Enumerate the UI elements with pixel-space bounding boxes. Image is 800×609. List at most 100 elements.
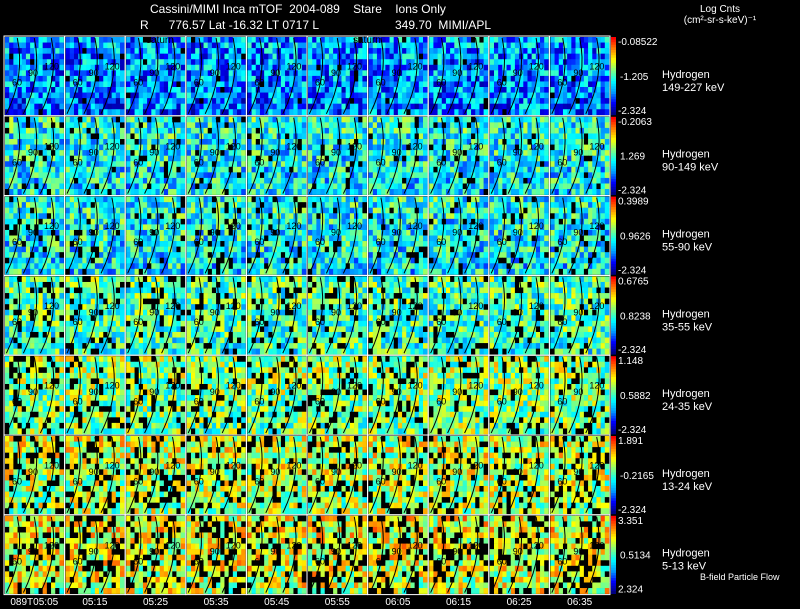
heatmap-cell <box>280 202 286 209</box>
heatmap-cell <box>349 161 355 168</box>
heatmap-cell <box>9 196 14 203</box>
heatmap-cell <box>99 155 104 162</box>
heatmap-cell <box>247 122 252 129</box>
heatmap-cell <box>308 103 313 110</box>
heatmap-cell <box>301 150 307 156</box>
pitch-angle-contour <box>248 117 263 194</box>
heatmap-cell <box>220 139 225 145</box>
heatmap-cell <box>21 235 27 242</box>
heatmap-cell <box>372 53 378 60</box>
heatmap-cell <box>268 92 273 99</box>
heatmap-cell <box>489 48 495 54</box>
heatmap-cell <box>324 87 330 93</box>
heatmap-cell <box>107 257 112 264</box>
heatmap-cell <box>203 144 209 151</box>
heatmap-cell <box>483 81 489 88</box>
heatmap-cell <box>362 70 367 77</box>
heatmap-cell <box>588 75 593 82</box>
heatmap-cell <box>251 207 257 214</box>
heatmap-cell <box>293 155 298 162</box>
heatmap-cell <box>575 70 580 77</box>
colorbar-segment <box>611 158 616 162</box>
heatmap-cell <box>237 133 242 140</box>
heatmap-cell <box>358 37 363 43</box>
heatmap-cell <box>341 59 346 66</box>
heatmap-cell <box>120 70 125 77</box>
heatmap-cell <box>163 202 169 209</box>
heatmap-cell <box>406 139 411 145</box>
heatmap-cell <box>228 246 234 253</box>
heatmap-cell <box>30 268 35 275</box>
heatmap-cell <box>372 133 378 140</box>
heatmap-cell <box>5 229 10 236</box>
heatmap-cell <box>454 116 459 123</box>
heatmap-cell <box>241 53 246 60</box>
heatmap-cell <box>220 177 225 184</box>
heatmap-cell <box>410 70 415 77</box>
heatmap-cell <box>445 87 451 93</box>
heatmap-cell <box>142 263 148 270</box>
heatmap-cell <box>107 42 112 49</box>
heatmap-cell <box>466 92 472 99</box>
heatmap-cell <box>489 150 495 156</box>
heatmap-cell <box>483 189 489 195</box>
colorbar-units-title: Log Cnts (cm²-sr-s-keV)⁻¹ <box>655 4 785 26</box>
heatmap-cell <box>437 98 443 104</box>
heatmap-cell <box>126 246 131 253</box>
heatmap-cell <box>151 75 156 82</box>
heatmap-cell <box>65 92 71 99</box>
heatmap-cell <box>78 172 83 179</box>
heatmap-cell <box>251 122 257 129</box>
heatmap-cell <box>5 207 10 214</box>
heatmap-cell <box>17 263 23 270</box>
heatmap-cell <box>176 229 181 236</box>
heatmap-cell <box>358 92 363 99</box>
heatmap-cell <box>17 70 23 77</box>
heatmap-cell <box>385 116 390 123</box>
heatmap-cell <box>454 59 459 66</box>
pitch-angle-contour <box>100 37 115 115</box>
heatmap-cell <box>345 144 351 151</box>
heatmap-cell <box>78 202 83 209</box>
colorbar-units-line-2: (cm²-sr-s-keV)⁻¹ <box>683 15 757 26</box>
heatmap-cell <box>138 98 144 104</box>
heatmap-cell <box>264 64 269 71</box>
pitch-angle-contour <box>22 197 38 274</box>
heatmap-cell <box>588 161 593 168</box>
heatmap-cell <box>46 202 52 209</box>
heatmap-cell <box>163 207 169 214</box>
heatmap-cell <box>241 155 246 162</box>
heatmap-cell <box>176 268 181 275</box>
heatmap-cell <box>475 98 480 104</box>
heatmap-cell <box>397 177 403 184</box>
heatmap-cell <box>168 183 173 190</box>
heatmap-cell <box>483 144 489 151</box>
pitch-angle-label: 120 <box>408 141 423 151</box>
heatmap-cell <box>237 257 242 264</box>
colorbar-segment <box>611 142 616 146</box>
heatmap-cell <box>195 48 200 54</box>
heatmap-cell <box>429 92 434 99</box>
heatmap-cell <box>103 202 108 209</box>
heatmap-cell <box>224 53 229 60</box>
heatmap-cell <box>13 139 18 145</box>
heatmap-cell <box>247 98 252 104</box>
heatmap-cell <box>69 257 75 264</box>
heatmap-cell <box>466 183 472 190</box>
heatmap-cell <box>544 70 549 77</box>
heatmap-cell <box>567 150 572 156</box>
heatmap-cell <box>120 109 125 116</box>
heatmap-cell <box>575 144 580 151</box>
heatmap-cell <box>195 252 200 259</box>
heatmap-cell <box>479 133 484 140</box>
colorbar-segment <box>611 60 616 64</box>
heatmap-cell <box>475 155 480 162</box>
heatmap-cell <box>115 268 121 275</box>
heatmap-cell <box>211 144 217 151</box>
heatmap-cell <box>414 81 420 88</box>
heatmap-cell <box>316 183 321 190</box>
heatmap-cell <box>241 224 246 231</box>
heatmap-cell <box>190 37 196 43</box>
heatmap-cell <box>268 59 273 66</box>
heatmap-cell <box>163 263 169 270</box>
